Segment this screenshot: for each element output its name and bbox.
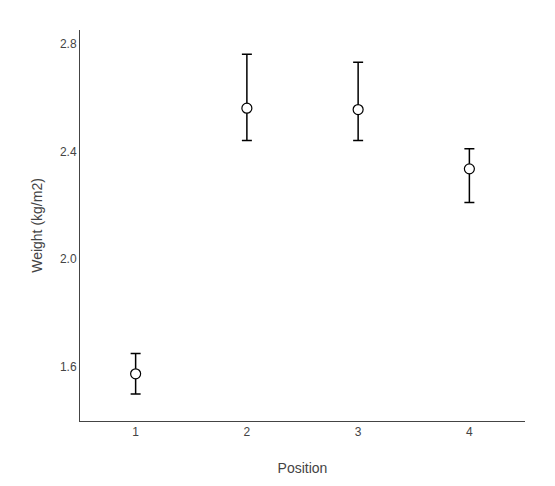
svg-text:3: 3 xyxy=(355,425,362,439)
svg-text:2.8: 2.8 xyxy=(60,37,77,51)
svg-text:1: 1 xyxy=(132,425,139,439)
svg-text:Weight (kg/m2): Weight (kg/m2) xyxy=(29,178,45,273)
svg-text:2.4: 2.4 xyxy=(60,145,77,159)
svg-text:2: 2 xyxy=(244,425,251,439)
svg-text:2.0: 2.0 xyxy=(60,252,77,266)
svg-text:Position: Position xyxy=(278,460,328,476)
svg-text:4: 4 xyxy=(466,425,473,439)
svg-text:1.6: 1.6 xyxy=(60,360,77,374)
